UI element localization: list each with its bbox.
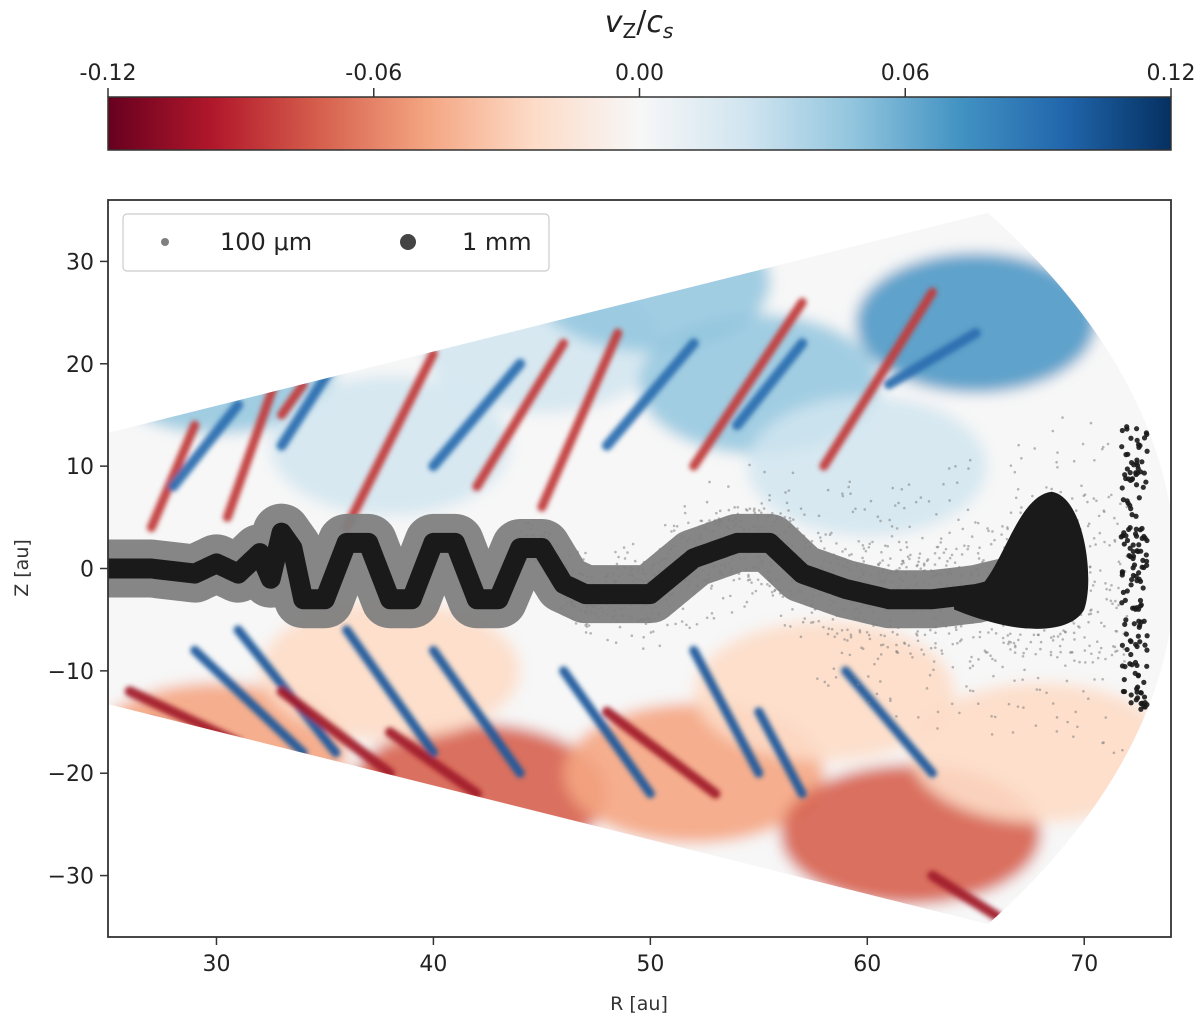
colorbar-gradient (107, 96, 1172, 151)
legend-box (122, 213, 550, 272)
legend-marker-1mm (400, 234, 416, 250)
legend: 100 μm 1 mm (122, 213, 550, 272)
colorbar: vZ/cs -0.12 -0.06 0.00 0.06 0.12 (80, 5, 1196, 151)
y-axis-label: Z [au] (11, 539, 33, 597)
x-tick-label: 60 (853, 952, 881, 977)
y-tick-label: 30 (66, 250, 94, 275)
y-axis: −30 −20 −10 0 10 20 30 (48, 250, 108, 890)
colorbar-tick-label: -0.12 (80, 61, 137, 86)
legend-label-100um: 100 μm (220, 228, 312, 256)
colorbar-tick-label: 0.12 (1147, 61, 1196, 86)
legend-marker-100um (161, 238, 169, 246)
y-tick-label: −10 (48, 660, 94, 685)
colorbar-tick-label: -0.06 (345, 61, 402, 86)
y-tick-label: 10 (66, 455, 94, 480)
x-tick-label: 30 (202, 952, 230, 977)
x-tick-label: 50 (636, 952, 664, 977)
colorbar-title: vZ/cs (605, 5, 674, 43)
x-tick-label: 40 (419, 952, 447, 977)
x-axis: 30 40 50 60 70 (202, 937, 1098, 977)
x-tick-label: 70 (1070, 952, 1098, 977)
dust-1mm-clump (954, 491, 1089, 629)
colorbar-ticks: -0.12 -0.06 0.00 0.06 0.12 (80, 61, 1196, 97)
colorbar-tick-label: 0.00 (615, 61, 664, 86)
dust-particles (108, 416, 1150, 755)
y-tick-label: 0 (80, 558, 94, 583)
dust-1mm-layer (108, 522, 1004, 610)
colorbar-tick-label: 0.06 (881, 61, 930, 86)
plot-area: 30 40 50 60 70 −30 −20 −10 0 10 20 30 R [au] Z [au… (11, 199, 1172, 1015)
y-tick-label: −30 (48, 865, 94, 890)
legend-label-1mm: 1 mm (462, 228, 532, 256)
x-axis-label: R [au] (610, 993, 668, 1015)
y-tick-label: 20 (66, 353, 94, 378)
y-tick-label: −20 (48, 762, 94, 787)
